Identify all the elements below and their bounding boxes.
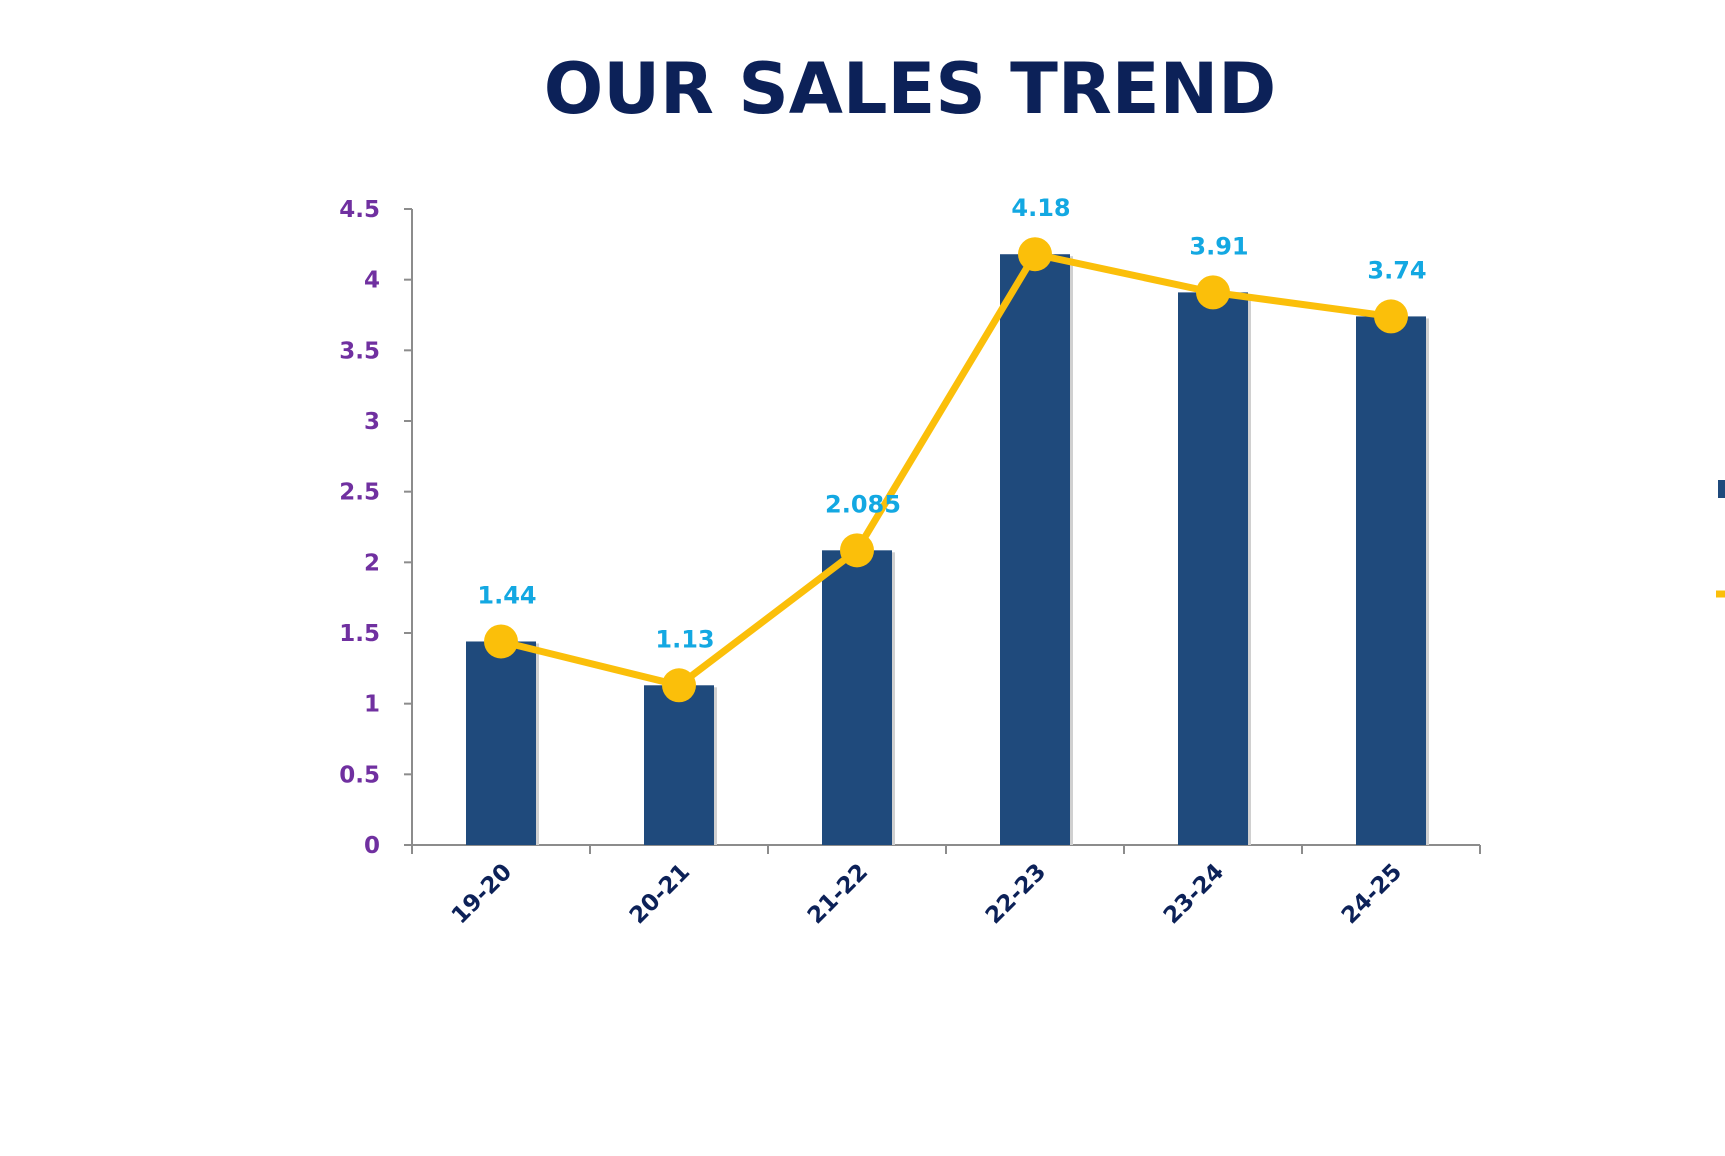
data-label: 1.13 [655,625,714,653]
line-point [484,624,518,659]
line-series [484,237,1408,703]
x-tick-label: 21-22 [803,859,873,929]
bar [466,641,536,845]
line-point [1374,299,1408,334]
x-tick-label: 23-24 [1159,859,1229,929]
data-labels: 1.44 1.13 2.085 4.18 3.91 3.74 [477,194,1426,653]
x-tick-label: 24-25 [1337,859,1407,929]
bar [1356,316,1426,845]
chart-title: OUR SALES TREND [543,48,1277,130]
bar [1000,254,1070,845]
data-label: 1.44 [477,581,536,609]
y-tick-label: 2.5 [339,480,380,506]
bar [1178,292,1248,845]
y-tick-label: 1 [364,692,380,718]
data-label: 2.085 [825,490,901,518]
legend [1716,480,1725,598]
y-tick-label: 0.5 [339,762,380,788]
y-tick-label: 4.5 [339,197,380,223]
line-point [662,668,696,703]
y-tick-label: 0 [364,833,380,859]
bar [644,685,714,845]
bar-series [466,254,1429,845]
x-axis: 19-20 20-21 21-22 22-23 23-24 24-25 [411,844,1481,929]
data-label: 3.91 [1189,232,1248,260]
data-label: 4.18 [1011,194,1070,222]
x-tick-label: 19-20 [447,859,517,929]
bar [822,550,892,845]
y-tick-label: 1.5 [339,621,380,647]
x-tick-label: 20-21 [625,859,695,929]
y-tick-label: 4 [364,268,380,294]
y-tick-label: 3 [364,409,380,435]
line-point [840,533,874,568]
y-axis: 0 0.5 1 1.5 2 2.5 3 3.5 4 4.5 [339,197,413,859]
y-tick-label: 2 [364,550,380,576]
legend-bar-swatch [1718,480,1725,498]
data-label: 3.74 [1367,256,1426,284]
x-tick-label: 22-23 [981,859,1051,929]
line-point [1018,237,1052,272]
y-tick-label: 3.5 [339,338,380,364]
line-point [1196,275,1230,310]
series-line [500,250,1392,689]
